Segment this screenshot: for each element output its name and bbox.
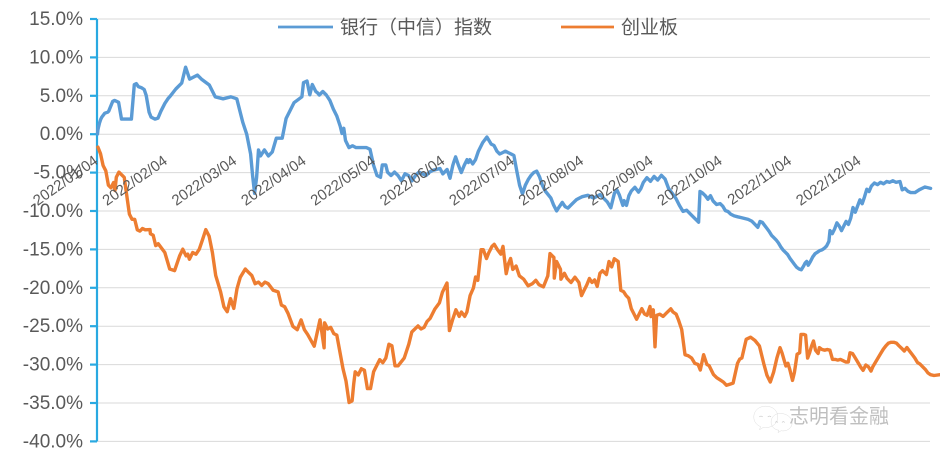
svg-text:银行（中信）指数: 银行（中信）指数 — [340, 17, 492, 39]
svg-text:创业板: 创业板 — [621, 17, 678, 39]
svg-text:-25.0%: -25.0% — [23, 316, 83, 337]
svg-text:2022/12/04: 2022/12/04 — [793, 152, 864, 209]
svg-text:-10.0%: -10.0% — [23, 201, 83, 222]
svg-text:-35.0%: -35.0% — [23, 393, 83, 414]
svg-text:10.0%: 10.0% — [29, 47, 83, 68]
svg-text:志明看金融: 志明看金融 — [789, 405, 889, 428]
svg-text:15.0%: 15.0% — [29, 9, 83, 30]
svg-text:-20.0%: -20.0% — [23, 278, 83, 299]
svg-text:2022/06/04: 2022/06/04 — [377, 152, 448, 209]
svg-text:-15.0%: -15.0% — [23, 239, 83, 260]
svg-text:2022/02/04: 2022/02/04 — [99, 152, 170, 209]
svg-text:2022/05/04: 2022/05/04 — [307, 152, 378, 209]
svg-text:2022/04/04: 2022/04/04 — [238, 152, 309, 209]
svg-text:2022/11/04: 2022/11/04 — [725, 152, 795, 208]
svg-text:5.0%: 5.0% — [40, 86, 83, 107]
svg-text:2022/03/04: 2022/03/04 — [169, 152, 240, 209]
svg-text:0.0%: 0.0% — [40, 124, 83, 145]
svg-text:-30.0%: -30.0% — [23, 355, 83, 376]
svg-text:-40.0%: -40.0% — [23, 431, 83, 452]
